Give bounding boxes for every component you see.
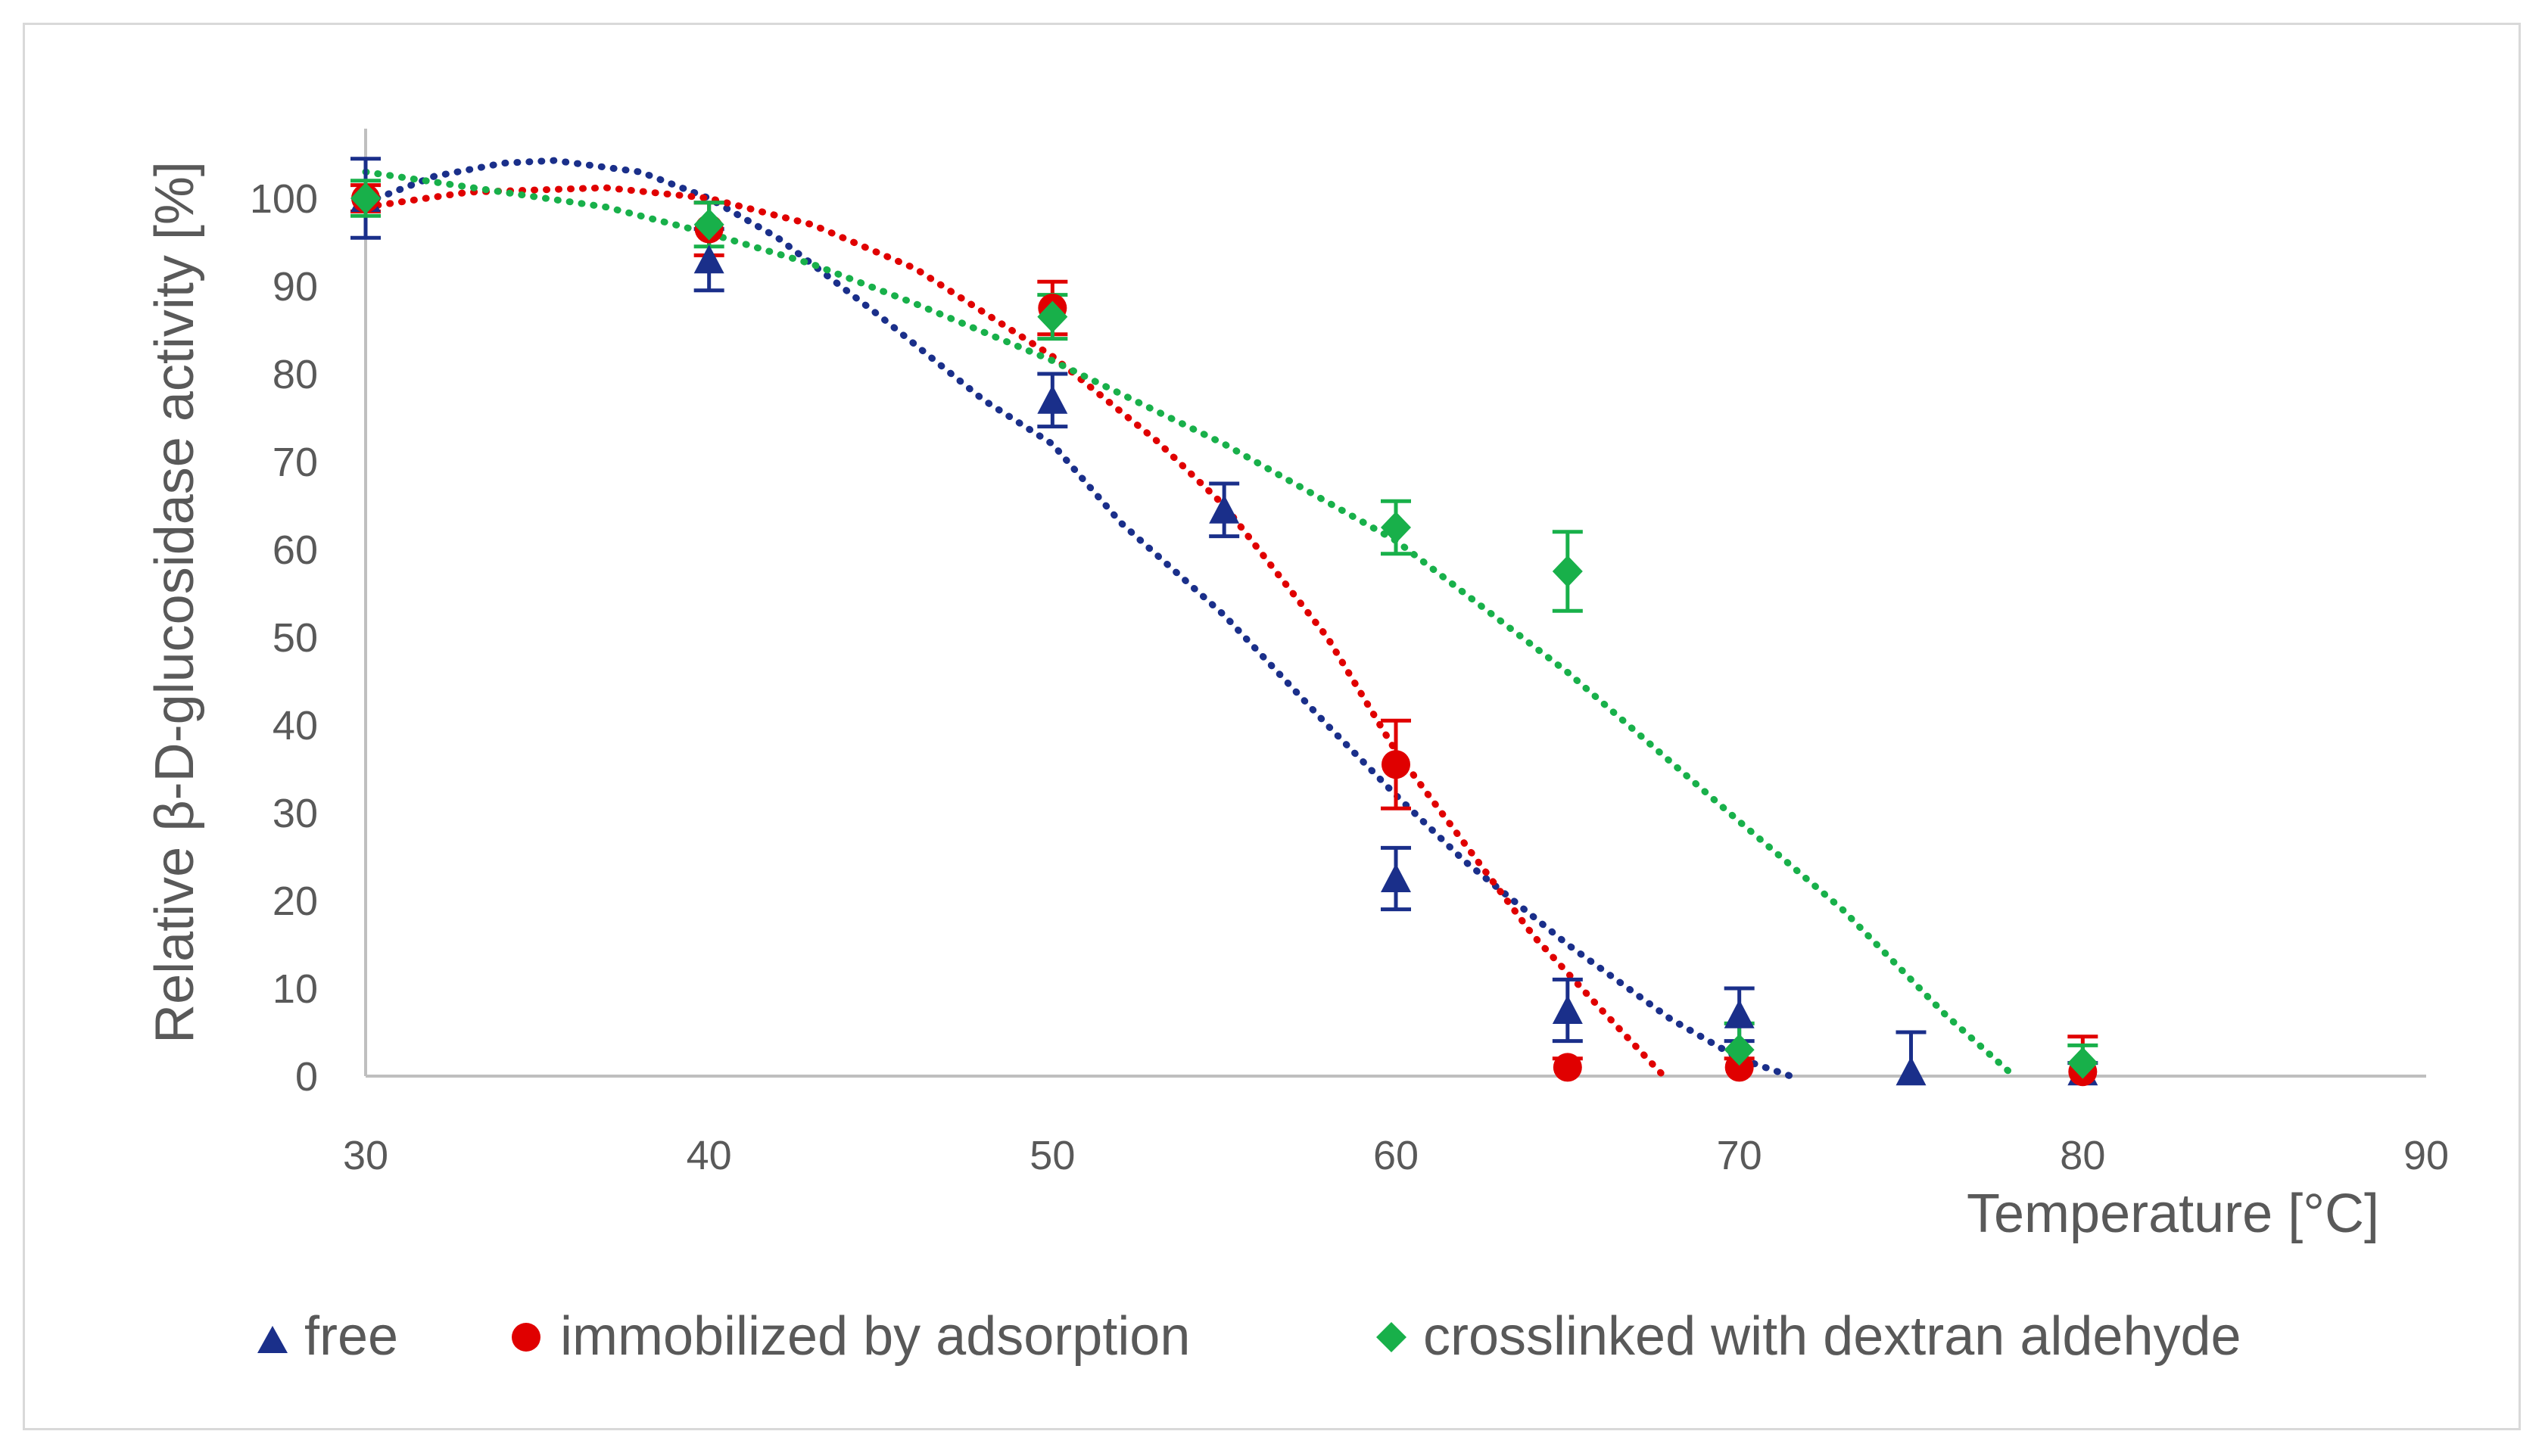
legend-label-crosslinked: crosslinked with dextran aldehyde [1423,1306,2241,1367]
chart-frame [23,23,2521,1430]
data-point-free [1209,494,1240,524]
x-tick-label: 60 [1373,1133,1419,1178]
y-tick-label: 0 [295,1054,318,1100]
triangle-icon [257,1326,288,1353]
x-tick-label: 30 [343,1133,388,1178]
data-point-crosslinked [1037,300,1068,333]
legend-item-free: free [257,1306,398,1367]
data-points [350,182,2098,1087]
y-tick-label: 60 [273,527,318,573]
data-point-free [1552,995,1583,1024]
data-point-free [693,244,724,274]
x-tick-labels: 30 40 50 60 70 80 90 [343,1133,2449,1178]
y-tick-label: 100 [250,176,318,222]
legend-item-immobilized: immobilized by adsorption [512,1306,1190,1367]
x-tick-label: 90 [2403,1133,2449,1178]
data-point-free [1896,1056,1927,1086]
trendlines [362,157,2018,1080]
diamond-icon [1376,1322,1406,1352]
data-point-crosslinked [2067,1047,2098,1079]
trendline-2 [362,168,2018,1080]
y-tick-label: 20 [273,879,318,924]
legend-item-crosslinked: crosslinked with dextran aldehyde [1376,1306,2241,1367]
circle-icon [512,1323,540,1352]
data-point-free [1381,863,1411,892]
x-tick-label: 70 [1717,1133,1762,1178]
data-point-crosslinked [1381,512,1411,543]
y-tick-label: 80 [273,352,318,397]
legend: free immobilized by adsorption crosslink… [257,1306,2241,1367]
legend-label-free: free [304,1306,398,1367]
y-tick-label: 70 [273,440,318,485]
legend-label-immobilized: immobilized by adsorption [560,1306,1190,1367]
data-point-immobilized [1553,1053,1582,1082]
x-tick-label: 50 [1030,1133,1075,1178]
y-tick-label: 40 [273,703,318,748]
data-point-immobilized [1724,1053,1754,1082]
data-point-crosslinked [1724,1034,1755,1066]
x-axis-title: Temperature [°C] [1967,1184,2379,1244]
x-tick-label: 40 [687,1133,732,1178]
data-point-immobilized [1382,750,1410,779]
data-point-crosslinked [350,182,381,214]
y-tick-label: 50 [273,615,318,661]
y-tick-labels: 0 10 20 30 40 50 60 70 80 90 100 [250,176,318,1100]
trendline-1 [362,184,1668,1080]
data-point-crosslinked [1552,555,1583,587]
error-bars [350,157,2098,1076]
y-tick-label: 30 [273,791,318,836]
data-point-free [1037,384,1068,414]
y-axis-title: Relative β-D-glucosidase activity [%] [145,161,205,1044]
trendline-0 [362,157,1795,1080]
y-tick-label: 10 [273,966,318,1012]
axes [364,129,2426,1078]
data-point-crosslinked [693,208,724,241]
data-point-free [1724,999,1755,1028]
y-tick-label: 90 [273,264,318,310]
x-tick-label: 80 [2060,1133,2105,1178]
